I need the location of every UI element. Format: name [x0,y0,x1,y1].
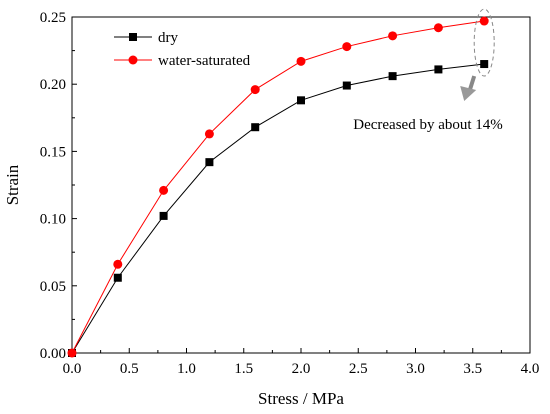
y-tick-label: 0.15 [40,144,66,160]
data-point [250,85,260,95]
y-tick-label: 0.25 [40,10,66,26]
data-point [67,348,77,358]
x-tick-label: 1.0 [177,361,196,377]
annotation-text: Decreased by about 14% [353,117,503,133]
data-point [113,259,123,269]
y-tick-label: 0.05 [40,279,66,295]
data-point [433,23,443,33]
x-tick-label: 4.0 [521,361,540,377]
data-point [342,42,352,52]
data-point [388,72,397,81]
plot-frame [71,16,531,354]
legend-marker [129,33,137,41]
y-tick-label: 0.00 [40,346,66,362]
annotation-arrow-icon [460,75,477,102]
y-axis-title: Strain [3,164,22,205]
data-point [159,185,169,195]
tick-labels: 0.0 0.5 1.0 1.5 2.0 2.5 3.0 3.5 4.0 0.00 0.05 0.10 0… [40,10,540,377]
legend: dry water-saturated [114,30,251,69]
x-tick-label: 3.5 [463,361,482,377]
legend-item: dry [114,30,178,46]
data-point [205,158,214,167]
legend-label: dry [158,30,178,46]
data-point [113,273,122,282]
data-point [297,96,305,105]
data-point [479,16,489,26]
annotation-ellipse [473,8,495,77]
y-tick-label: 0.20 [40,77,66,93]
data-point [480,60,489,69]
plot-border [71,16,531,354]
legend-item: water-saturated [114,53,251,69]
series-line [71,20,485,354]
x-tick-label: 3.0 [406,361,425,377]
data-point [342,81,351,90]
series-line [71,63,485,354]
data-point [296,56,306,66]
x-tick-label: 2.5 [349,361,368,377]
x-tick-label: 1.5 [234,361,253,377]
data-point [251,123,260,132]
legend-marker [128,55,138,65]
data-point [388,31,398,41]
axis-ticks [71,16,531,354]
y-tick-label: 0.10 [40,212,66,228]
data-point [159,211,168,220]
x-tick-label: 2.0 [292,361,311,377]
annotation: Decreased by about 14% [353,8,503,133]
data-point [434,65,443,74]
x-tick-label: 0.0 [63,361,82,377]
series-water-saturated [67,16,489,358]
series-layer [67,16,489,358]
data-point [204,129,214,139]
x-axis-title: Stress / MPa [258,389,344,408]
series-dry [68,60,489,357]
x-tick-label: 0.5 [120,361,139,377]
arrow-head [460,86,477,102]
legend-label: water-saturated [158,53,251,69]
